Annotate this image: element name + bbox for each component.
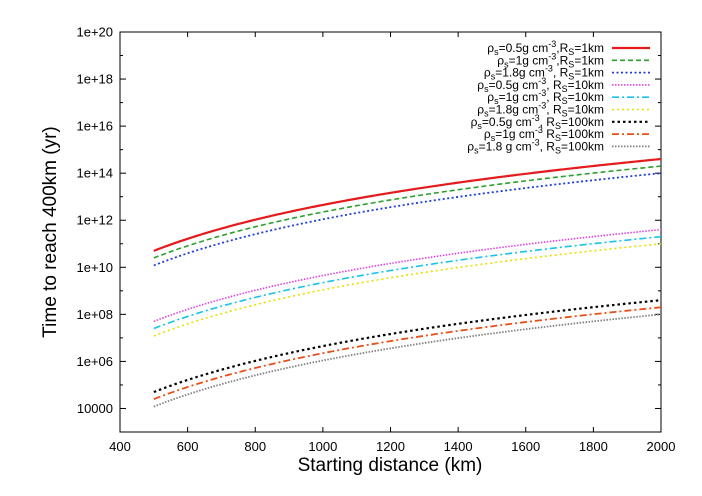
y-tick-label: 10000 bbox=[77, 401, 113, 416]
y-axis: 10000 1e+06 1e+08 1e+10 1e+12 1e+14 1e+16 1e+18… bbox=[76, 25, 661, 433]
y-tick-label: 1e+20 bbox=[76, 25, 113, 40]
x-tick-label: 800 bbox=[244, 439, 266, 454]
series-line-1 bbox=[153, 157, 662, 252]
legend-label-8: ρs=1g cm-3 RS=100km bbox=[484, 125, 604, 143]
legend-label-1: ρs=0.5g cm-3,RS=1km bbox=[487, 39, 604, 57]
x-tick-label: 600 bbox=[177, 439, 199, 454]
x-tick-label: 1800 bbox=[579, 439, 608, 454]
x-tick-label: 400 bbox=[109, 439, 131, 454]
x-tick-label: 1400 bbox=[444, 439, 473, 454]
series-lines bbox=[153, 157, 662, 408]
y-tick-label: 1e+10 bbox=[76, 260, 113, 275]
legend-label-4: ρs=0.5g cm-3, RS=10km bbox=[477, 76, 604, 94]
series-line-4 bbox=[153, 228, 662, 323]
legend-label-3: ρs=1.8g cm-3, RS=1km bbox=[484, 64, 604, 82]
series-line-5 bbox=[153, 235, 662, 330]
x-tick-label: 1200 bbox=[376, 439, 405, 454]
x-axis-title: Starting distance (km) bbox=[298, 455, 483, 476]
y-tick-label: 1e+14 bbox=[76, 166, 113, 181]
legend-label-7: ρs=0.5g cm-3, RS=100km bbox=[471, 113, 604, 131]
x-tick-label: 2000 bbox=[647, 439, 676, 454]
y-axis-title: Time to reach 400km (yr) bbox=[40, 126, 61, 338]
y-tick-label: 1e+06 bbox=[76, 354, 113, 369]
y-tick-label: 1e+08 bbox=[76, 307, 113, 322]
legend-label-9: ρs=1.8 g cm-3, RS=100km bbox=[467, 137, 604, 155]
x-tick-label: 1000 bbox=[308, 439, 337, 454]
series-line-9 bbox=[153, 313, 662, 408]
legend-label-5: ρs=1g cm-3, RS=10km bbox=[487, 88, 604, 106]
x-axis: 400 600 800 1000 1200 1400 1600 1800 2000 bbox=[109, 32, 675, 454]
series-line-3 bbox=[153, 172, 662, 267]
y-tick-label: 1e+12 bbox=[76, 213, 113, 228]
series-line-2 bbox=[153, 165, 662, 259]
series-line-7 bbox=[153, 299, 662, 394]
legend-label-2: ρs=1g cm-3,RS=1km bbox=[497, 51, 604, 69]
y-tick-label: 1e+16 bbox=[76, 119, 113, 134]
x-tick-label: 1600 bbox=[511, 439, 540, 454]
y-tick-label: 1e+18 bbox=[76, 72, 113, 87]
series-line-8 bbox=[153, 306, 662, 400]
series-line-6 bbox=[153, 242, 662, 337]
legend-label-6: ρs=1.8g cm-3, RS=10km bbox=[477, 101, 604, 119]
